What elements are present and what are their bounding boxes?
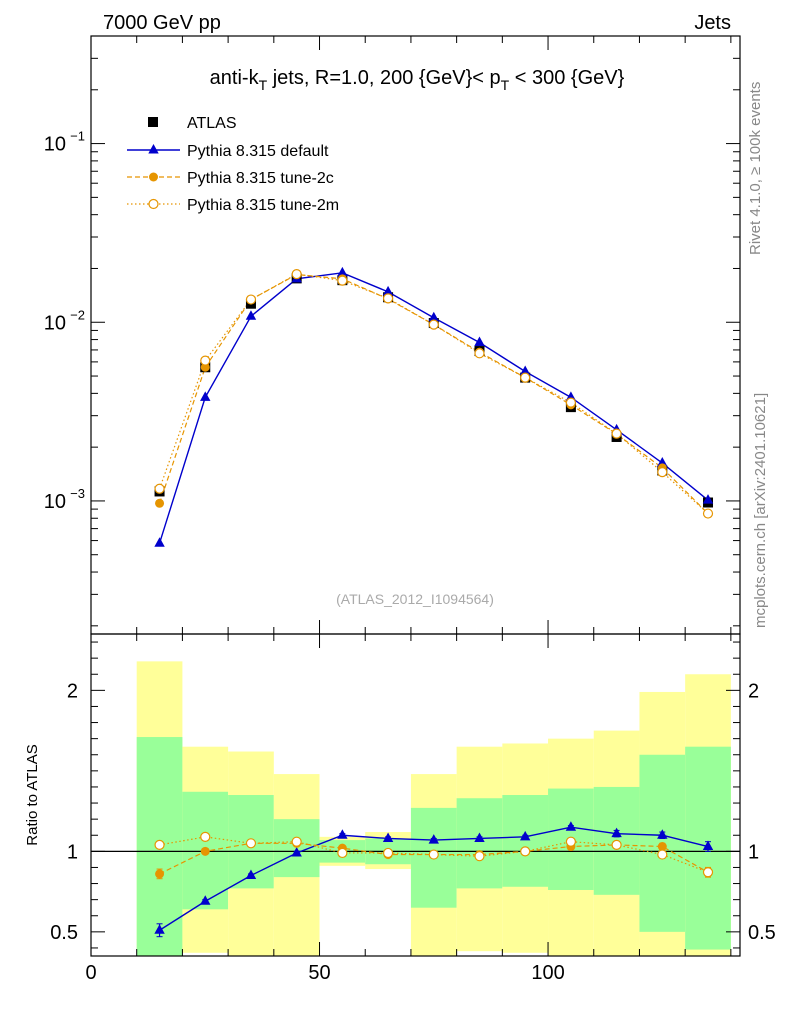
title-sub-b: T [501,77,510,93]
ratio-series-0-point [154,924,165,934]
ratio-series-1-point [200,846,210,856]
legend-marker-tune2c [149,172,158,182]
main-title: anti-kT jets, R=1.0, 200 {GeV}< pT < 300… [210,67,625,93]
main-y-tick-exponent: −3 [70,486,85,501]
main-series-1-point [154,537,165,547]
main-panel: 10 −1 10 −2 10 −3 [44,35,741,635]
legend-marker-default [148,144,159,154]
main-series-3-point [245,294,257,305]
analysis-watermark: (ATLAS_2012_I1094564) [336,591,494,607]
main-series-1-point [337,266,348,277]
legend-label-tune2m: Pythia 8.315 tune-2m [187,197,339,214]
ratio-series-0-point [200,895,211,905]
title-sub-a: T [259,77,268,93]
ratio-series-1-point [657,842,667,852]
ratio-series-0-point [702,840,714,851]
main-series-3-point [474,348,485,359]
ratio-ylabel: Ratio to ATLAS [24,744,41,845]
ratio-y-tick-label-left: 1 [67,841,78,863]
ratio-x-tick-label: 50 [308,962,330,984]
main-series-1-point [428,311,439,322]
main-series-3-point [154,483,165,494]
main-y-tick-label: 10 [44,491,66,513]
ratio-series-2-point [245,838,257,849]
ratio-y-tick-label-right: 2 [748,680,759,702]
ratio-series-0-point [337,829,348,839]
main-series-3-point [382,293,394,304]
main-series-3-point [702,508,714,519]
ratio-series-0-point [657,829,668,839]
mcplots-label: mcplots.cern.ch [arXiv:2401.10621] [752,393,769,628]
ratio-band-green [502,795,549,887]
ratio-series-2-point [337,847,348,859]
main-series-3-point [200,355,211,366]
ratio-series-0-point [519,830,531,841]
ratio-series-2-point [474,851,485,862]
ratio-y-tick-label-left: 0.5 [50,922,78,944]
main-y-tick-label: 10 [44,134,66,156]
main-series-1-point [519,365,531,376]
ratio-series-0-point [382,832,394,842]
legend: ATLAS Pythia 8.315 default Pythia 8.315 … [127,115,339,214]
ratio-band-green [456,798,503,889]
main-series-3-point [428,319,439,330]
ratio-series-2-point [520,846,531,857]
ratio-series-2-point [382,847,394,859]
ratio-series-2-point [611,839,622,851]
title-part-c: < 300 {GeV} [509,67,624,89]
ratio-series-0-point [245,869,257,879]
main-y-tick-exponent: −1 [70,129,85,144]
legend-label-default: Pythia 8.315 default [187,143,329,160]
legend-marker-atlas [148,117,158,127]
main-series-1-point [245,310,257,320]
main-series-line-2 [158,273,709,514]
title-part-b: jets, R=1.0, 200 {GeV}< p [267,67,501,89]
main-series-1-point [200,391,211,401]
ratio-y-tick-label-right: 1 [748,841,759,863]
main-series-1-point [474,336,485,347]
legend-label-atlas: ATLAS [187,115,237,132]
legend-label-tune2c: Pythia 8.315 tune-2c [187,170,334,187]
main-y-tick-label: 10 [44,312,66,334]
ratio-x-tick-label: 0 [85,962,96,984]
ratio-y-tick-label-left: 2 [67,680,78,702]
ratio-series-2-point [428,849,439,860]
ratio-series-0-point [474,832,485,842]
ratio-series-0-point [611,827,622,838]
main-series-3-point [291,268,302,280]
ratio-x-tick-label: 100 [531,962,564,984]
rivet-label: Rivet 4.1.0, ≥ 100k events [747,82,764,255]
main-series-1-point [657,457,668,467]
ratio-series-2-point [154,839,165,851]
main-y-tick-exponent: −2 [70,307,85,322]
ratio-series-0-point [291,846,302,857]
ratio-series-1-point [155,869,165,879]
header-right: Jets [694,12,731,34]
ratio-series-0-point [428,834,439,844]
legend-marker-tune2m [148,198,159,210]
main-series-3-point [520,372,531,383]
main-series-3-point [565,397,576,408]
ratio-frame [90,633,741,957]
main-series-3-point [337,275,348,286]
ratio-series-2-point [657,849,668,860]
ratio-series-0-point [565,821,577,831]
main-series-2-point [155,498,165,508]
ratio-series-2-point [565,836,576,847]
main-series-1-point [382,285,394,296]
title-part-a: anti-k [210,67,260,89]
main-series-1-point [702,494,714,504]
ratio-series-2-point [702,867,714,878]
main-series-3-point [611,428,622,439]
header-left: 7000 GeV pp [103,12,221,34]
main-series-line-3 [158,273,709,514]
ratio-panel: 0.5 0.5 1 1 2 2 0 50 100 [50,633,776,984]
main-series-3-point [657,466,668,478]
ratio-series-2-point [291,836,302,847]
ratio-y-tick-label-right: 0.5 [748,922,776,944]
ratio-series-2-point [200,831,211,842]
